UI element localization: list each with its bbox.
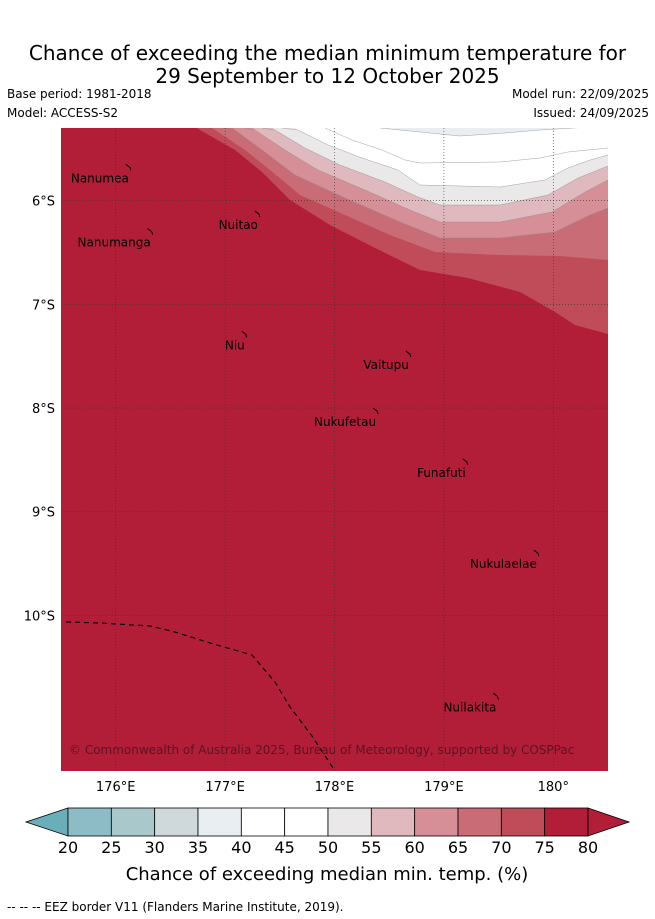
colorbar-tick-label: 70 — [491, 838, 511, 857]
lon-tick-label: 177°E — [205, 780, 245, 795]
lat-tick-label: 7°S — [32, 298, 55, 313]
colorbar-segment — [370, 807, 416, 837]
place-label: Niu — [225, 338, 245, 352]
place-label: Nuilakita — [443, 700, 496, 714]
axis-ticks: 176°E 177°E 178°E 179°E 180° 6°S 7°S 8°S 9°S 10°S — [24, 195, 569, 795]
colorbar-segment — [67, 807, 112, 837]
place-label: Funafuti — [417, 466, 466, 480]
colorbar-segment — [110, 807, 156, 837]
colorbar: 20 25 30 35 40 45 50 55 60 65 70 75 80 — [24, 807, 631, 857]
colorbar-segment — [240, 807, 286, 837]
chart-title-line1: Chance of exceeding the median minimum t… — [28, 41, 627, 65]
probability-field — [61, 128, 608, 771]
chart-title-line2: 29 September to 12 October 2025 — [155, 64, 500, 88]
island-shapes — [125, 163, 540, 700]
place-label: Nanumea — [71, 171, 129, 185]
colorbar-tick-label: 30 — [144, 838, 164, 857]
place-label: Nanumanga — [78, 236, 151, 250]
island-outline — [405, 350, 412, 358]
contour-lines — [221, 128, 608, 239]
lat-tick-label: 9°S — [32, 506, 55, 521]
issued-date: Issued: 24/09/2025 — [533, 106, 649, 120]
place-labels: Nanumea Nuitao Nanumanga Niu Vaitupu Nukufeta… — [71, 171, 537, 714]
colorbar-segment — [197, 807, 242, 837]
colorbar-tick-label: 75 — [534, 838, 554, 857]
island-outline — [372, 407, 379, 415]
lon-tick-label: 180° — [538, 780, 569, 795]
island-outline — [147, 228, 154, 235]
copyright-notice: © Commonwealth of Australia 2025, Bureau… — [69, 743, 574, 757]
island-outline — [533, 549, 540, 557]
island-outline — [125, 163, 132, 171]
colorbar-extend-high — [587, 807, 631, 837]
colorbar-segment — [414, 807, 459, 837]
graticule — [61, 128, 608, 771]
colorbar-title: Chance of exceeding median min. temp. (%… — [126, 864, 529, 885]
colorbar-tick-label: 80 — [578, 838, 598, 857]
colorbar-segment — [544, 807, 589, 837]
place-label: Vaitupu — [363, 358, 409, 372]
model-run: Model run: 22/09/2025 — [511, 87, 649, 101]
base-period: Base period: 1981-2018 — [7, 87, 152, 101]
lat-tick-label: 10°S — [24, 609, 55, 624]
colorbar-segment — [500, 807, 546, 837]
colorbar-tick-label: 65 — [448, 838, 468, 857]
colorbar-segment — [284, 807, 329, 837]
place-label: Nuitao — [219, 218, 258, 232]
eez-border — [65, 621, 336, 771]
colorbar-tick-label: 20 — [58, 838, 78, 857]
island-outline — [462, 458, 469, 466]
colorbar-tick-label: 35 — [188, 838, 208, 857]
lon-tick-label: 176°E — [96, 780, 136, 795]
island-outline — [493, 692, 499, 700]
place-label: Nukufetau — [314, 415, 376, 429]
colorbar-tick-label: 45 — [274, 838, 294, 857]
island-outline — [254, 210, 261, 218]
colorbar-segment — [327, 807, 372, 837]
island-outline — [241, 330, 248, 338]
lon-tick-label: 179°E — [424, 780, 464, 795]
colorbar-tick-label: 55 — [361, 838, 381, 857]
colorbar-segment — [154, 807, 199, 837]
colorbar-tick-label: 25 — [101, 838, 121, 857]
colorbar-tick-label: 50 — [318, 838, 338, 857]
colorbar-tick-label: 40 — [231, 838, 251, 857]
lon-tick-label: 178°E — [315, 780, 355, 795]
place-label: Nukulaelae — [470, 557, 537, 571]
band-40-45 — [380, 128, 574, 136]
lat-tick-label: 6°S — [32, 195, 55, 210]
model-name: Model: ACCESS-S2 — [7, 106, 119, 120]
colorbar-tick-label: 60 — [404, 838, 424, 857]
lat-tick-label: 8°S — [32, 402, 55, 417]
colorbar-extend-low — [24, 807, 69, 837]
band-45-55 — [294, 128, 608, 187]
colorbar-segment — [457, 807, 502, 837]
eez-footnote: -- -- -- EEZ border V11 (Flanders Marine… — [7, 900, 344, 914]
